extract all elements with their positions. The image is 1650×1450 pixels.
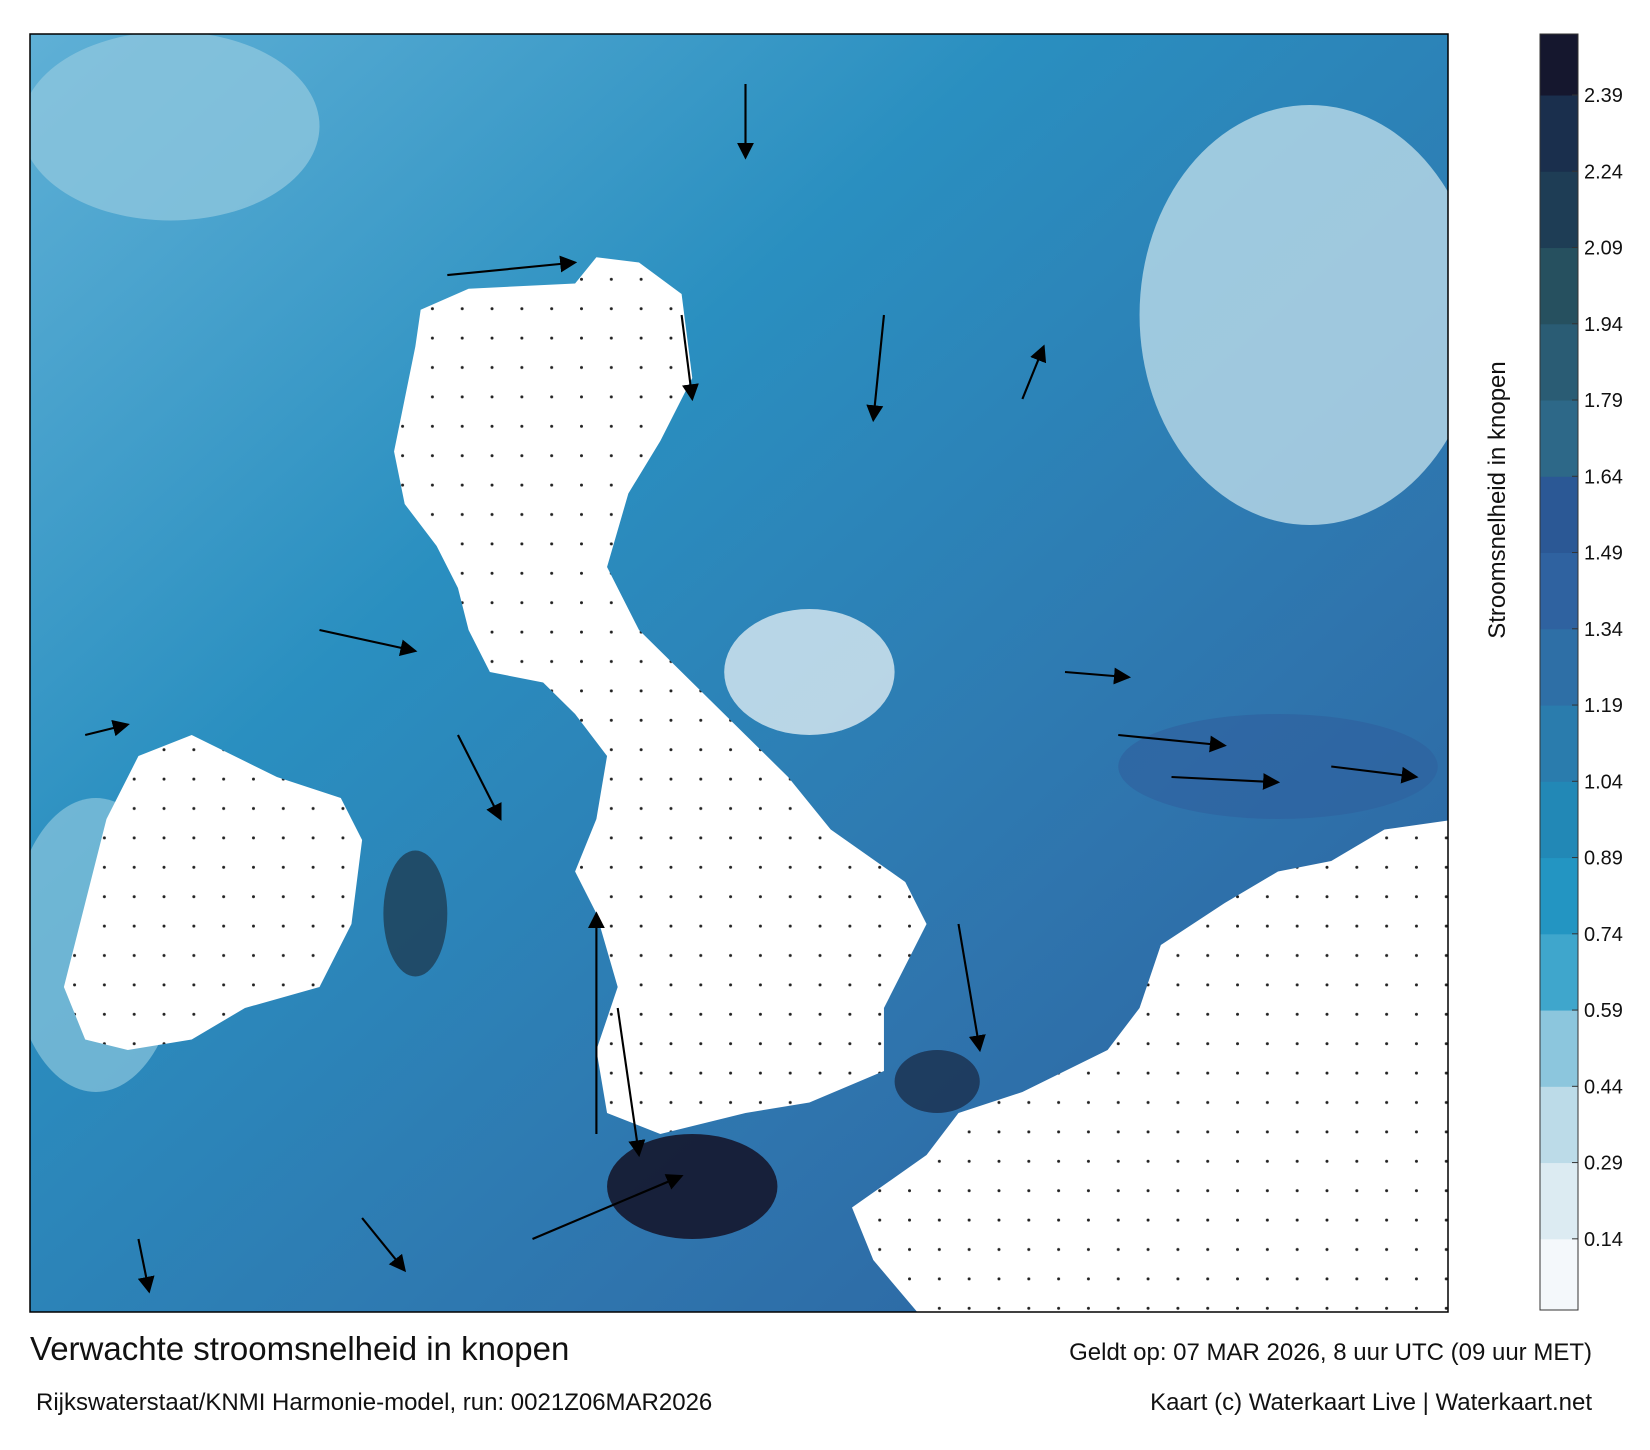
- colorbar-tick-label: 0.44: [1584, 1076, 1623, 1098]
- colorbar-band: [1540, 781, 1578, 859]
- colorbar-band: [1540, 552, 1578, 630]
- colorbar-frame: [1539, 33, 1579, 1311]
- map: [30, 34, 1448, 1312]
- land: [394, 257, 927, 1134]
- land: [852, 820, 1448, 1312]
- colorbar: 0.14 0.29 0.44 0.59 0.74 0.89 1.04 1.19 1.34 1.49…: [1539, 33, 1623, 1311]
- colorbar-tick-label: 0.14: [1584, 1229, 1623, 1251]
- colorbar-band: [1540, 476, 1578, 554]
- colorbar-tick-label: 2.24: [1584, 161, 1623, 183]
- colorbar-band: [1540, 1086, 1578, 1164]
- colorbar-band: [1540, 95, 1578, 172]
- map-features: [30, 34, 1448, 1312]
- colorbar-tick-label: 1.04: [1584, 771, 1623, 793]
- colorbar-band: [1540, 857, 1578, 935]
- colorbar-band: [1540, 34, 1578, 96]
- colorbar-tick-label: 0.74: [1584, 924, 1623, 946]
- credit: Kaart (c) Waterkaart Live | Waterkaart.n…: [1150, 1389, 1592, 1416]
- colorbar-tick-label: 0.59: [1584, 1000, 1623, 1022]
- colorbar-tick-label: 0.89: [1584, 848, 1623, 870]
- colorbar-label: Stroomsnelheid in knopen: [1484, 361, 1511, 639]
- colorbar-band: [1540, 933, 1578, 1011]
- colorbar-tick-label: 2.39: [1584, 85, 1623, 107]
- colorbar-band: [1540, 323, 1578, 401]
- colorbar-band: [1540, 1238, 1578, 1311]
- colorbar-band: [1540, 400, 1578, 477]
- land: [63, 734, 363, 1050]
- colorbar-tick-label: 1.49: [1584, 543, 1623, 565]
- current-arrows: [84, 83, 1419, 1294]
- colorbar-band: [1540, 1010, 1578, 1087]
- colorbar-tick-label: 1.79: [1584, 390, 1623, 412]
- colorbar-tick-label: 0.29: [1584, 1153, 1623, 1175]
- colorbar-tick-label: 1.64: [1584, 466, 1623, 488]
- colorbar-band: [1540, 628, 1578, 706]
- map-frame: [29, 33, 1449, 1313]
- colorbar-band: [1540, 705, 1578, 782]
- colorbar-tick-label: 1.19: [1584, 695, 1623, 717]
- map-title: Verwachte stroomsnelheid in knopen: [30, 1330, 569, 1367]
- colorbar-tick-label: 1.34: [1584, 619, 1623, 641]
- colorbar-band: [1540, 1162, 1578, 1240]
- valid-time: Geldt op: 07 MAR 2026, 8 uur UTC (09 uur…: [1069, 1339, 1592, 1366]
- colorbar-band: [1540, 171, 1578, 249]
- subtitle: Rijkswaterstaat/KNMI Harmonie-model, run…: [36, 1389, 712, 1416]
- colorbar-tick-label: 1.94: [1584, 314, 1623, 336]
- colorbar-band: [1540, 247, 1578, 325]
- colorbar-tick-label: 2.09: [1584, 238, 1623, 260]
